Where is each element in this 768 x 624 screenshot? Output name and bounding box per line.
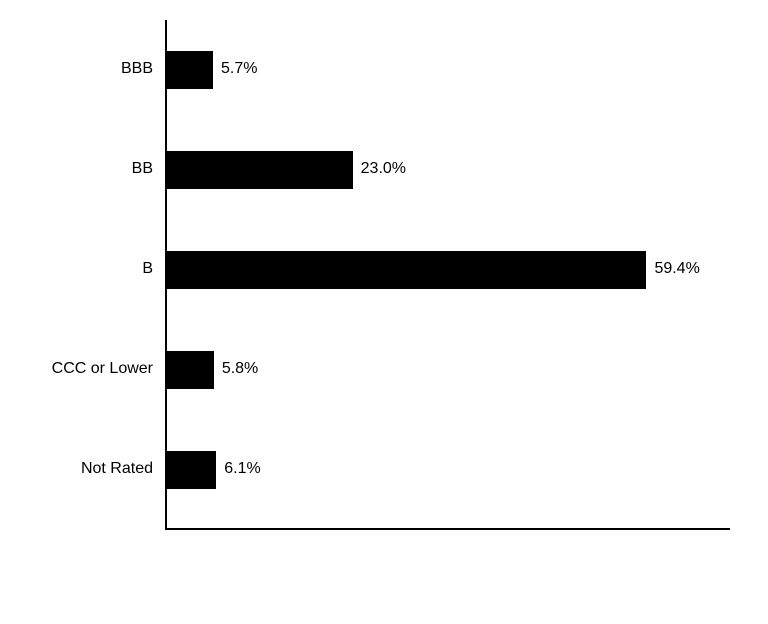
value-label: 23.0%: [361, 160, 406, 178]
category-label: BB: [132, 160, 153, 178]
credit-rating-chart: 5.7% BBB 23.0% BB 59.4% B 5.8% CCC or Lower 6.1%…: [0, 0, 768, 624]
category-label: Not Rated: [81, 460, 153, 478]
value-label: 59.4%: [654, 260, 699, 278]
bar: [167, 351, 214, 389]
category-label: BBB: [121, 60, 153, 78]
category-label: CCC or Lower: [52, 360, 153, 378]
value-label: 5.8%: [222, 360, 258, 378]
bar: [167, 251, 646, 289]
bar: [167, 51, 213, 89]
bar: [167, 451, 216, 489]
bar: [167, 151, 353, 189]
x-axis: [165, 528, 730, 530]
value-label: 6.1%: [224, 460, 260, 478]
category-label: B: [142, 260, 153, 278]
value-label: 5.7%: [221, 60, 257, 78]
